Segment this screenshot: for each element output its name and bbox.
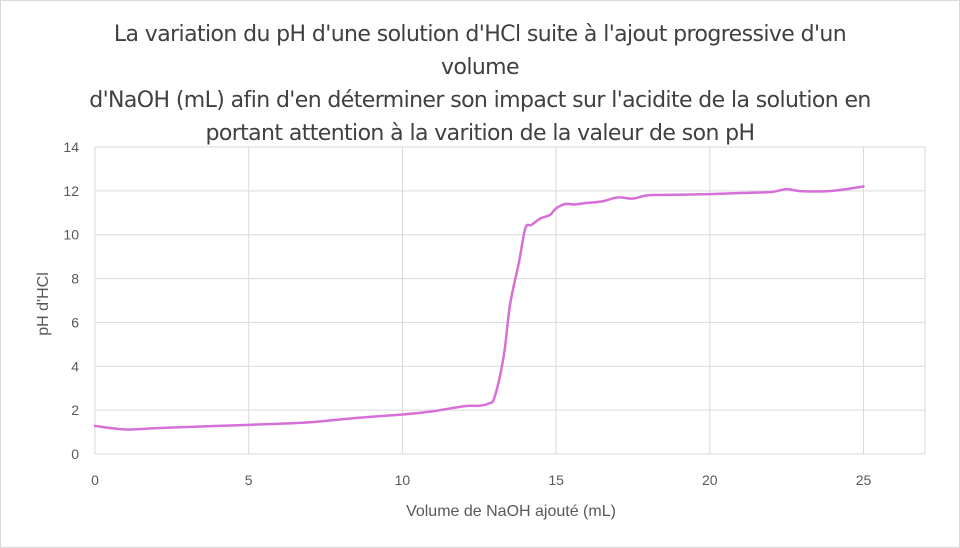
y-axis-ticks: 0 2 4 6 8 10 12 14 — [63, 139, 79, 462]
x-axis-ticks: 0 5 10 15 20 25 — [91, 472, 871, 488]
x-tick-label: 20 — [702, 472, 718, 488]
x-tick-label: 5 — [245, 472, 253, 488]
y-tick-label: 8 — [71, 271, 79, 287]
x-tick-label: 25 — [856, 472, 872, 488]
y-tick-label: 4 — [71, 358, 79, 374]
chart-title: La variation du pH d'une solution d'HCl … — [89, 22, 871, 146]
y-tick-label: 2 — [71, 402, 79, 418]
x-tick-label: 0 — [91, 472, 99, 488]
x-tick-label: 10 — [395, 472, 411, 488]
x-axis-title: Volume de NaOH ajouté (mL) — [406, 503, 616, 520]
y-tick-label: 10 — [63, 227, 79, 243]
series-group — [93, 185, 865, 431]
gridlines — [94, 146, 926, 455]
y-tick-label: 12 — [63, 183, 79, 199]
y-axis-title: pH d'HCl — [35, 272, 52, 336]
series-line — [93, 185, 865, 431]
x-tick-label: 15 — [548, 472, 564, 488]
y-tick-label: 14 — [63, 139, 79, 155]
y-tick-label: 0 — [71, 446, 79, 462]
y-tick-label: 6 — [71, 314, 79, 330]
